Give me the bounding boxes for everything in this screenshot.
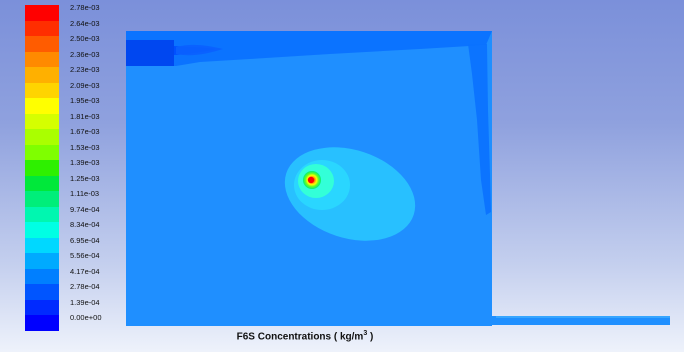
legend-label: 2.78e-03 [70,3,100,12]
legend-swatch [25,253,59,269]
legend-label: 2.78e-04 [70,282,100,291]
caption-exponent: 3 [363,330,368,337]
legend-label: 2.09e-03 [70,80,100,90]
legend-label: 2.50e-03 [70,34,100,43]
legend-swatch [25,82,59,99]
legend-swatch [25,20,59,37]
legend-label: 5.56e-04 [70,251,100,260]
legend-label: 8.34e-04 [70,220,100,229]
legend-swatch [25,315,59,331]
legend-swatch [25,129,59,145]
legend-swatch [25,113,59,130]
legend-swatch [25,237,59,254]
legend-swatch [25,175,59,192]
caption-prefix: F6S Concentrations ( kg/m [236,331,364,343]
jet-shear-layer [176,44,223,56]
legend-swatch [25,222,59,238]
legend-swatch [25,206,59,223]
inlet-block [126,40,174,66]
contour-colormap-legend: 2.78e-03 2.64e-03 2.50e-03 2.36e-03 2.23e-03… [25,3,135,338]
legend-swatch [25,98,59,114]
legend-label: 1.95e-03 [70,96,100,105]
legend-swatch [25,5,59,21]
plot-caption: F6S Concentrations ( kg/m3 ) [230,330,380,342]
legend-label: 2.36e-03 [70,49,100,59]
caption-suffix: ) [367,331,374,343]
legend-label: 2.64e-03 [70,18,100,28]
legend-label: 9.74e-04 [70,204,100,214]
right-wall-band [468,44,491,215]
legend-swatch [25,284,59,300]
legend-label: 1.11e-03 [70,189,100,198]
legend-label: 1.53e-03 [70,142,100,152]
legend-swatch [25,51,59,68]
legend-swatch [25,191,59,207]
legend-label: 6.95e-04 [70,235,100,245]
plume [284,147,416,241]
legend-swatch [25,160,59,176]
legend-swatch [25,144,59,161]
outlet-top-edge [496,316,670,318]
legend-label: 1.25e-03 [70,173,100,183]
legend-label: 1.39e-03 [70,158,100,167]
legend-label: 0.00e+00 [70,313,102,322]
upper-band [126,31,492,66]
legend-swatch [25,36,59,52]
legend-label: 1.67e-03 [70,127,100,136]
plume-core [307,176,315,184]
legend-label: 2.23e-03 [70,65,100,74]
legend-label: 4.17e-04 [70,266,100,276]
legend-label: 1.39e-04 [70,297,100,307]
legend-label: 1.81e-03 [70,111,100,121]
legend-swatch [25,268,59,285]
outlet-duct [492,316,670,325]
legend-swatch [25,67,59,83]
legend-swatch [25,299,59,316]
